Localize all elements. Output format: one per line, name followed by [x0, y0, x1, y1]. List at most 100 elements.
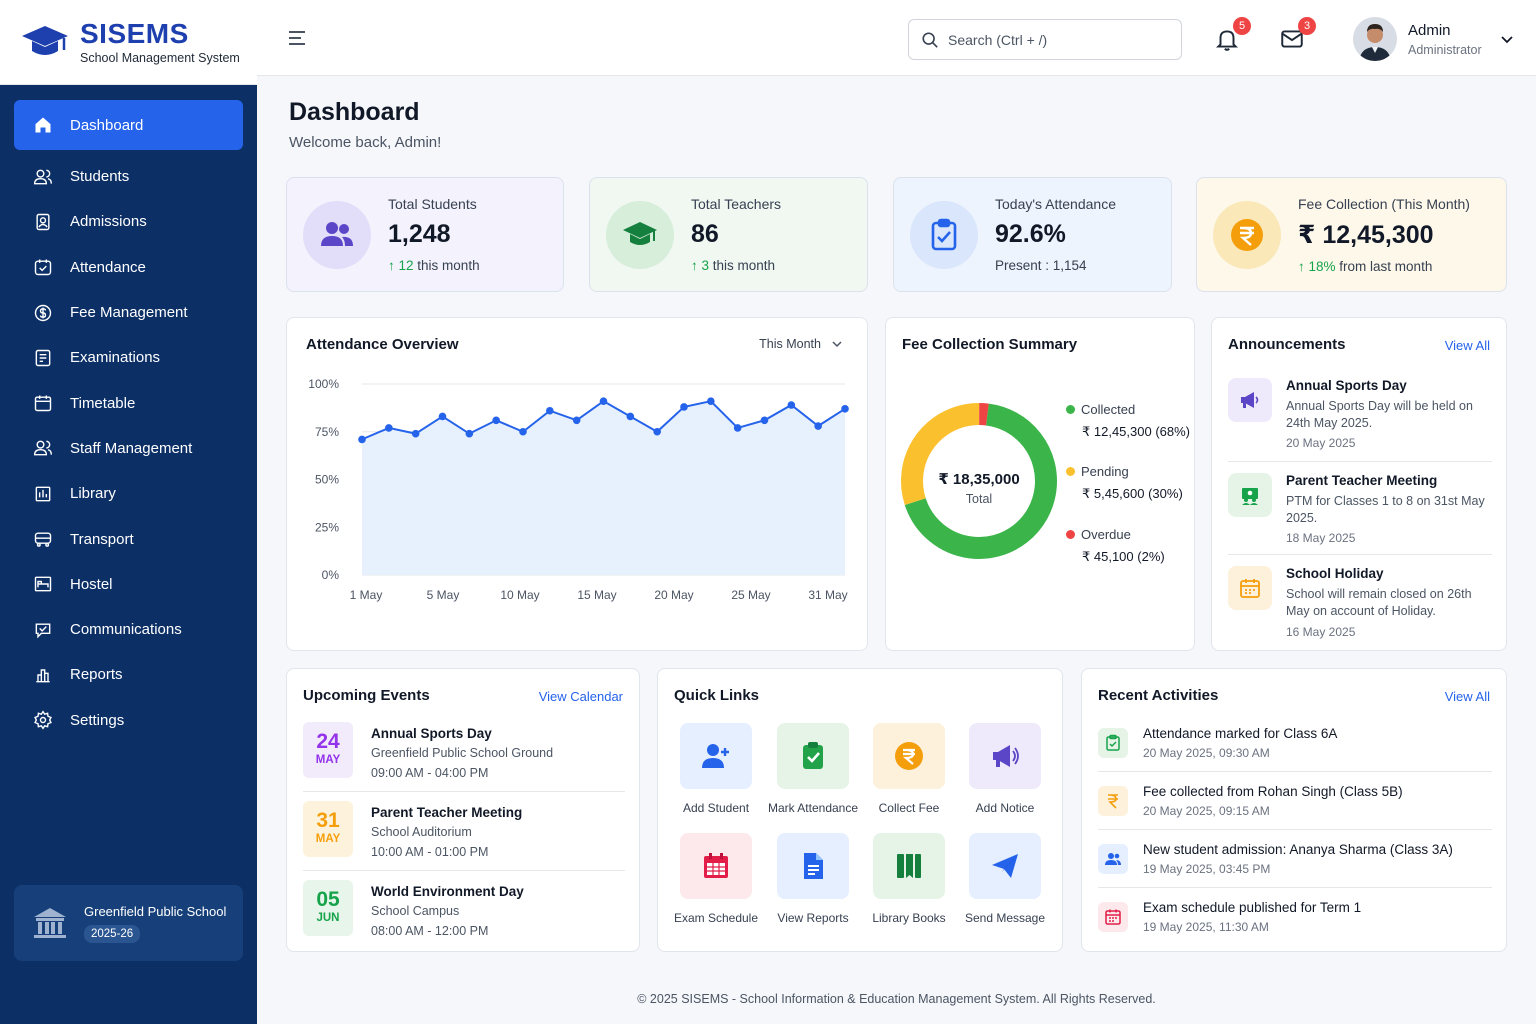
arrow-up-icon: ↑ [691, 258, 702, 273]
attendance-point [626, 412, 635, 421]
search-box[interactable] [908, 19, 1182, 60]
stat-delta: 3 [701, 258, 710, 273]
quick-link-add-notice[interactable]: Add Notice [957, 723, 1053, 815]
legend-value: ₹ 45,100 (2%) [1082, 549, 1165, 564]
search-icon [922, 31, 938, 48]
sidebar-item-hostel[interactable]: Hostel [0, 562, 257, 607]
announcements-card: Announcements View All Annual Sports Day… [1211, 317, 1507, 651]
event-item[interactable]: 05 JUN World Environment Day School Camp… [303, 880, 625, 940]
event-date-badge: 31 MAY [303, 801, 353, 857]
notifications-button[interactable]: 5 [1214, 17, 1251, 52]
y-tick-label: 50% [315, 473, 339, 487]
sidebar-item-transport[interactable]: Transport [0, 516, 257, 561]
messages-badge: 3 [1298, 17, 1316, 35]
calendar-icon [704, 853, 728, 878]
ql-label: Mark Attendance [767, 801, 859, 815]
attendance-point [680, 403, 688, 411]
sidebar-item-label: Admissions [70, 213, 147, 231]
period-select-value: This Month [759, 337, 821, 351]
sidebar-item-library[interactable]: Library [0, 471, 257, 516]
sidebar-item-label: Dashboard [70, 116, 144, 134]
quick-link-view-reports[interactable]: View Reports [765, 833, 861, 925]
school-card[interactable]: Greenfield Public School 2025-26 [14, 885, 243, 961]
event-place: Greenfield Public School Ground [371, 746, 554, 760]
document-icon [804, 853, 823, 879]
quick-link-collect-fee[interactable]: Collect Fee [861, 723, 957, 815]
sidebar-nav: Dashboard Students Admissions Attendance… [0, 85, 257, 743]
card-title: Announcements [1228, 336, 1346, 353]
sidebar-item-students[interactable]: Students [0, 154, 257, 199]
stat-card-total-teachers[interactable]: Total Teachers 86 ↑ 3 this month [589, 177, 868, 292]
sidebar-item-dashboard[interactable]: Dashboard [14, 100, 243, 150]
staff-icon [33, 441, 53, 456]
attendance-point [733, 424, 742, 432]
legend-dot [1066, 530, 1075, 539]
stat-card-total-students[interactable]: Total Students 1,248 ↑ 12 this month [286, 177, 564, 292]
quick-link-add-student[interactable]: Add Student [668, 723, 764, 815]
ql-icon [969, 723, 1041, 789]
attendance-point [787, 401, 796, 409]
ql-label: Exam Schedule [673, 911, 759, 925]
stat-card-today-attendance[interactable]: Today's Attendance 92.6% Present : 1,154 [893, 177, 1172, 292]
messages-button[interactable]: 3 [1279, 17, 1316, 52]
attendance-chart: 100% 75% 50% 25% 0% 1 May 5 May 10 May 15 May 20 … [308, 377, 849, 602]
period-select[interactable]: This Month [759, 337, 843, 351]
event-day: 31 [316, 809, 340, 832]
brand[interactable]: SISEMS School Management System [0, 0, 257, 85]
sidebar-item-timetable[interactable]: Timetable [0, 380, 257, 425]
graduation-cap-icon [623, 221, 657, 245]
act-title: Attendance marked for Class 6A [1143, 726, 1338, 741]
user-menu[interactable]: Admin Administrator [1353, 17, 1514, 61]
attendance-point [572, 416, 581, 425]
event-date-badge: 24 MAY [303, 722, 353, 778]
activity-item[interactable]: Attendance marked for Class 6A 20 May 20… [1098, 726, 1492, 766]
recent-activities-card: Recent Activities View All Attendance ma… [1081, 668, 1507, 952]
sidebar-item-communications[interactable]: Communications [0, 607, 257, 652]
search-input[interactable] [948, 31, 1168, 48]
calendar-icon [34, 395, 52, 412]
sidebar-item-reports[interactable]: Reports [0, 652, 257, 697]
stat-value: ₹ 12,45,300 [1298, 220, 1434, 249]
announcement-item[interactable]: Annual Sports Day Annual Sports Day will… [1228, 378, 1492, 458]
sidebar-item-examinations[interactable]: Examinations [0, 335, 257, 380]
view-calendar-link[interactable]: View Calendar [538, 689, 623, 704]
sidebar-item-attendance[interactable]: Attendance [0, 245, 257, 290]
stat-card-fee-collection[interactable]: Fee Collection (This Month) ₹ 12,45,300 … [1196, 177, 1507, 292]
act-title: Exam schedule published for Term 1 [1143, 900, 1362, 915]
divider [303, 791, 625, 792]
sidebar-item-fee-management[interactable]: Fee Management [0, 290, 257, 335]
announcement-item[interactable]: Parent Teacher Meeting PTM for Classes 1… [1228, 473, 1492, 553]
quick-link-mark-attendance[interactable]: Mark Attendance [765, 723, 861, 815]
view-all-announcements-link[interactable]: View All [1444, 338, 1490, 353]
activity-item[interactable]: Fee collected from Rohan Singh (Class 5B… [1098, 784, 1492, 824]
sidebar-item-admissions[interactable]: Admissions [0, 199, 257, 244]
ql-label: Collect Fee [878, 801, 940, 815]
quick-link-exam-schedule[interactable]: Exam Schedule [668, 833, 764, 925]
view-all-activities-link[interactable]: View All [1444, 689, 1490, 704]
x-tick-label: 20 May [654, 588, 693, 602]
sidebar-item-label: Library [70, 485, 116, 503]
card-title: Attendance Overview [306, 336, 459, 353]
menu-icon[interactable] [287, 28, 307, 48]
sidebar-item-settings[interactable]: Settings [0, 698, 257, 743]
quick-link-send-message[interactable]: Send Message [957, 833, 1053, 925]
act-time: 20 May 2025, 09:30 AM [1143, 746, 1270, 760]
stat-foot: ↑ 12 this month [388, 258, 480, 273]
quick-link-library-books[interactable]: Library Books [861, 833, 957, 925]
sidebar-item-staff-management[interactable]: Staff Management [0, 426, 257, 471]
y-tick-label: 75% [315, 425, 339, 439]
event-item[interactable]: 24 MAY Annual Sports Day Greenfield Publ… [303, 722, 625, 782]
rupee-icon [1231, 218, 1263, 251]
upcoming-events-card: Upcoming Events View Calendar 24 MAY Ann… [286, 668, 640, 952]
user-plus-icon [36, 213, 50, 231]
legend-collected: Collected [1066, 402, 1135, 417]
event-item[interactable]: 31 MAY Parent Teacher Meeting School Aud… [303, 801, 625, 861]
donut-slice-collected [901, 403, 1057, 559]
activity-item[interactable]: New student admission: Ananya Sharma (Cl… [1098, 842, 1492, 882]
school-name: Greenfield Public School [84, 903, 227, 919]
announcement-item[interactable]: School Holiday School will remain closed… [1228, 566, 1492, 646]
event-time: 08:00 AM - 12:00 PM [371, 924, 489, 938]
divider [303, 870, 625, 871]
card-title: Recent Activities [1098, 687, 1219, 704]
activity-item[interactable]: Exam schedule published for Term 1 19 Ma… [1098, 900, 1492, 940]
